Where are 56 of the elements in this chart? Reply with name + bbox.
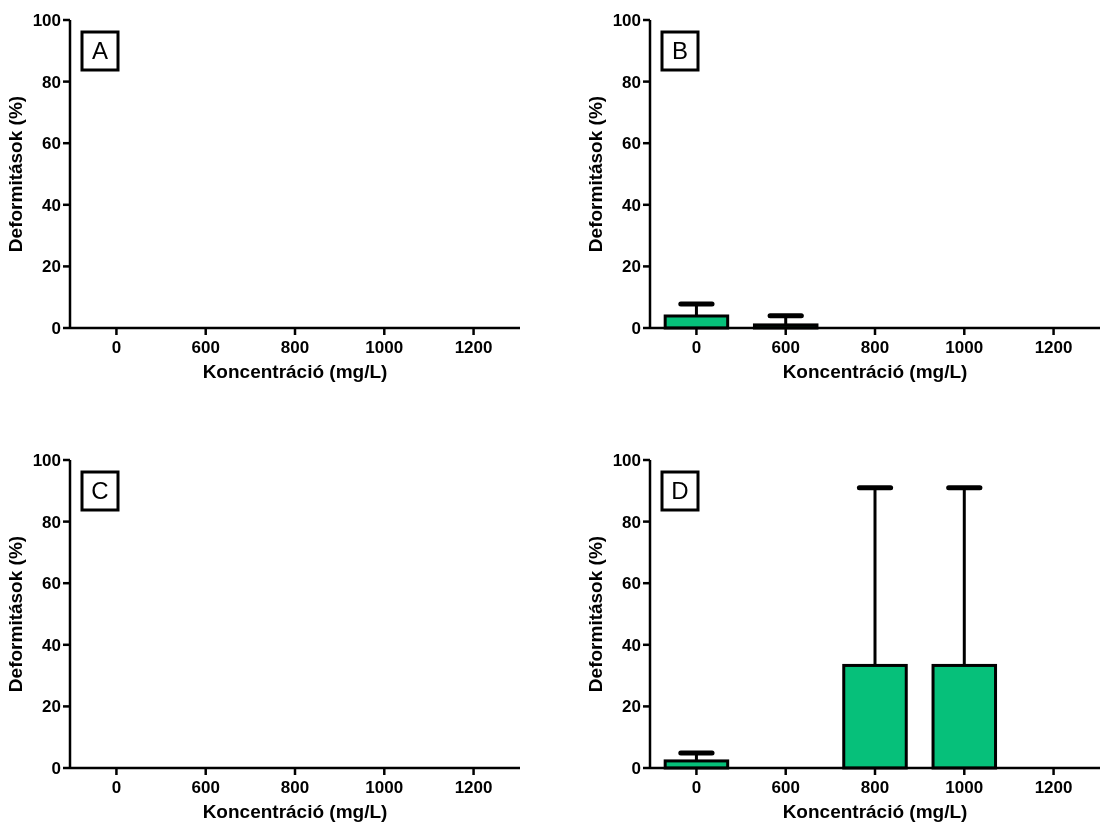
x-tick-label: 600 — [191, 778, 220, 797]
y-tick-label: 0 — [631, 758, 641, 778]
x-tick-label: 1200 — [454, 778, 493, 797]
x-tick-label: 1200 — [1034, 778, 1073, 797]
x-tick-label: 0 — [111, 778, 122, 797]
x-tick-label: 600 — [191, 338, 220, 357]
y-tick-label: 20 — [42, 697, 61, 717]
y-tick-label: 0 — [631, 318, 641, 338]
y-tick-label: 0 — [51, 758, 61, 778]
x-axis-title: Koncentráció (mg/L) — [202, 801, 388, 822]
x-tick-label: 1000 — [945, 778, 984, 797]
x-axis-title: Koncentráció (mg/L) — [202, 361, 388, 382]
y-tick-label: 100 — [612, 10, 641, 30]
y-tick-label: 100 — [32, 10, 61, 30]
x-tick-label: 600 — [771, 338, 800, 357]
annotation: A — [91, 37, 109, 65]
y-tick-label: 60 — [622, 574, 641, 594]
x-tick-label: 800 — [280, 778, 310, 797]
y-axis-title: Deformitások (%) — [5, 535, 26, 693]
y-tick-label: 40 — [622, 195, 641, 215]
x-tick-label: 1200 — [454, 338, 493, 357]
x-tick-label: 800 — [280, 338, 310, 357]
x-tick-label: 800 — [860, 338, 890, 357]
y-tick-label: 40 — [622, 635, 641, 655]
y-tick-label: 80 — [42, 512, 61, 532]
x-tick-label: 1000 — [365, 778, 404, 797]
x-tick-label: 0 — [111, 338, 122, 357]
y-tick-label: 20 — [622, 697, 641, 717]
y-tick-label: 60 — [622, 134, 641, 154]
x-tick-label: 1000 — [365, 338, 404, 357]
x-tick-label: 600 — [771, 778, 800, 797]
y-tick-label: 20 — [622, 257, 641, 277]
y-tick-label: 60 — [42, 574, 61, 594]
y-tick-label: 40 — [42, 635, 61, 655]
y-tick-label: 80 — [622, 512, 641, 532]
y-axis-title: Deformitások (%) — [5, 95, 26, 253]
y-tick-label: 20 — [42, 257, 61, 277]
annotation: B — [671, 37, 689, 65]
y-tick-label: 80 — [622, 72, 641, 92]
y-tick-label: 60 — [42, 134, 61, 154]
y-tick-label: 40 — [42, 195, 61, 215]
y-tick-label: 100 — [612, 450, 641, 470]
x-tick-label: 0 — [691, 778, 702, 797]
y-tick-label: 100 — [32, 450, 61, 470]
y-tick-label: 80 — [42, 72, 61, 92]
x-tick-label: 0 — [691, 338, 702, 357]
x-tick-label: 800 — [860, 778, 890, 797]
x-axis-title: Koncentráció (mg/L) — [782, 801, 968, 822]
annotation: D — [671, 477, 689, 505]
x-axis-title: Koncentráció (mg/L) — [782, 361, 968, 382]
y-axis-title: Deformitások (%) — [585, 535, 606, 693]
annotation: C — [91, 477, 109, 505]
y-tick-label: 0 — [51, 318, 61, 338]
y-axis-title: Deformitások (%) — [585, 95, 606, 253]
x-tick-label: 1000 — [945, 338, 984, 357]
x-tick-label: 1200 — [1034, 338, 1073, 357]
